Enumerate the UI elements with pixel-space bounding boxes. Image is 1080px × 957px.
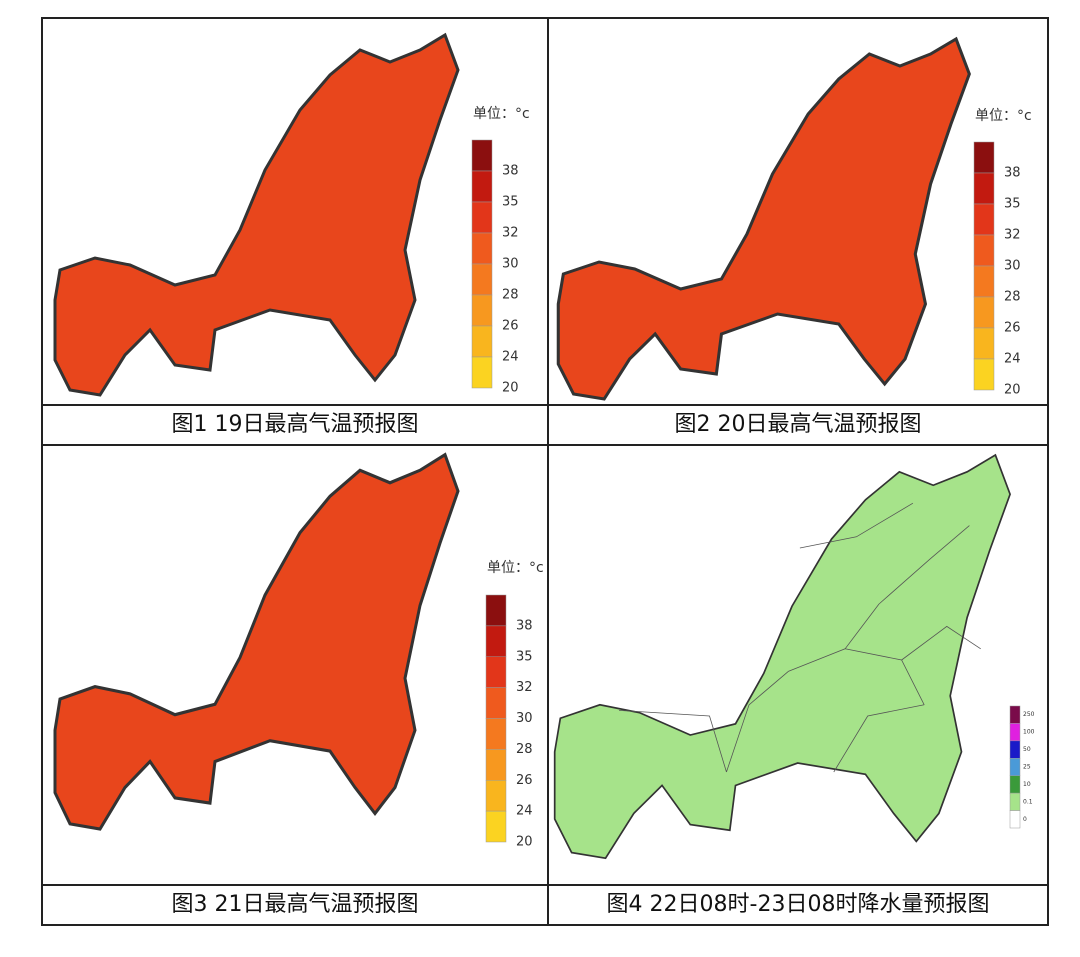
legend-swatch [485, 810, 507, 843]
legend-label: 26 [516, 773, 533, 788]
county-border [619, 710, 727, 773]
legend-swatch [485, 625, 507, 657]
legend-swatch [973, 296, 995, 329]
unit-label: 单位：°c [473, 106, 530, 122]
region-shape [553, 454, 1011, 860]
legend-swatch [485, 594, 507, 627]
legend-label: 38 [516, 618, 533, 633]
legend-label: 32 [516, 680, 533, 695]
legend-swatch [471, 325, 493, 358]
caption: 图4 22日08时-23日08时降水量预报图 [607, 892, 990, 917]
map [556, 37, 971, 401]
county-border [878, 525, 970, 605]
region-shape [53, 453, 460, 831]
legend-label: 24 [516, 804, 533, 819]
legend-swatch [973, 327, 995, 360]
county-border [833, 704, 925, 773]
legend-swatch [471, 263, 493, 296]
map [553, 454, 1011, 860]
legend-label: 0.1 [1023, 798, 1033, 805]
legend-swatch [973, 141, 995, 174]
legend-label: 0 [1023, 816, 1027, 823]
legend-swatch [1009, 775, 1021, 794]
legend-label: 38 [502, 164, 519, 179]
legend-swatch [471, 139, 493, 172]
county-border [901, 625, 981, 661]
legend-swatch [485, 687, 507, 719]
legend-label: 10 [1023, 781, 1031, 788]
legend-swatch [485, 780, 507, 812]
legend-swatch [471, 356, 493, 389]
legend-label: 28 [1004, 290, 1021, 305]
caption: 图3 21日最高气温预报图 [172, 892, 419, 917]
legend-swatch [973, 358, 995, 391]
legend-swatch [471, 232, 493, 265]
legend-swatch [1009, 723, 1021, 742]
legend-swatch [1009, 705, 1021, 724]
legend-label: 20 [1004, 383, 1021, 398]
legend-label: 35 [502, 195, 519, 210]
county-border [799, 502, 914, 549]
map [53, 33, 460, 397]
legend-label: 100 [1023, 729, 1035, 736]
legend-swatch [1009, 758, 1021, 776]
county-border [788, 603, 880, 672]
legend-label: 35 [1004, 197, 1021, 212]
legend-swatch [1009, 740, 1021, 759]
legend-label: 25 [1023, 764, 1031, 771]
legend-label: 28 [516, 742, 533, 757]
legend-swatch [973, 203, 995, 236]
legend-swatch [1009, 810, 1021, 829]
legend-label: 32 [1004, 228, 1021, 243]
caption: 图2 20日最高气温预报图 [675, 412, 922, 437]
legend-swatch [1009, 792, 1021, 811]
region-shape [53, 33, 460, 397]
legend-swatch [485, 656, 507, 688]
legend-swatch [973, 265, 995, 298]
legend-label: 28 [502, 288, 519, 303]
legend-label: 20 [502, 381, 519, 396]
legend-label: 30 [516, 711, 533, 726]
legend-swatch [471, 201, 493, 234]
legend-label: 20 [516, 835, 533, 850]
caption: 图1 19日最高气温预报图 [172, 412, 419, 437]
legend-swatch [485, 749, 507, 781]
frame [41, 17, 1049, 926]
region-shape [556, 37, 971, 401]
county-border [845, 648, 925, 705]
legend-label: 50 [1023, 746, 1031, 753]
legend-label: 30 [502, 257, 519, 272]
map [53, 453, 460, 831]
legend-label: 26 [502, 319, 519, 334]
legend-swatch [973, 234, 995, 267]
legend-label: 32 [502, 226, 519, 241]
county-border [726, 670, 789, 773]
legend-label: 24 [502, 350, 519, 365]
legend-swatch [471, 294, 493, 327]
legend-label: 250 [1023, 711, 1035, 718]
legend-swatch [485, 718, 507, 750]
unit-label: 单位：°c [975, 108, 1032, 124]
legend-label: 30 [1004, 259, 1021, 274]
legend-label: 38 [1004, 166, 1021, 181]
legend-label: 26 [1004, 321, 1021, 336]
legend-swatch [471, 170, 493, 203]
legend-label: 35 [516, 649, 533, 664]
unit-label: 单位：°c [487, 560, 544, 576]
legend-label: 24 [1004, 352, 1021, 367]
legend-swatch [973, 172, 995, 205]
